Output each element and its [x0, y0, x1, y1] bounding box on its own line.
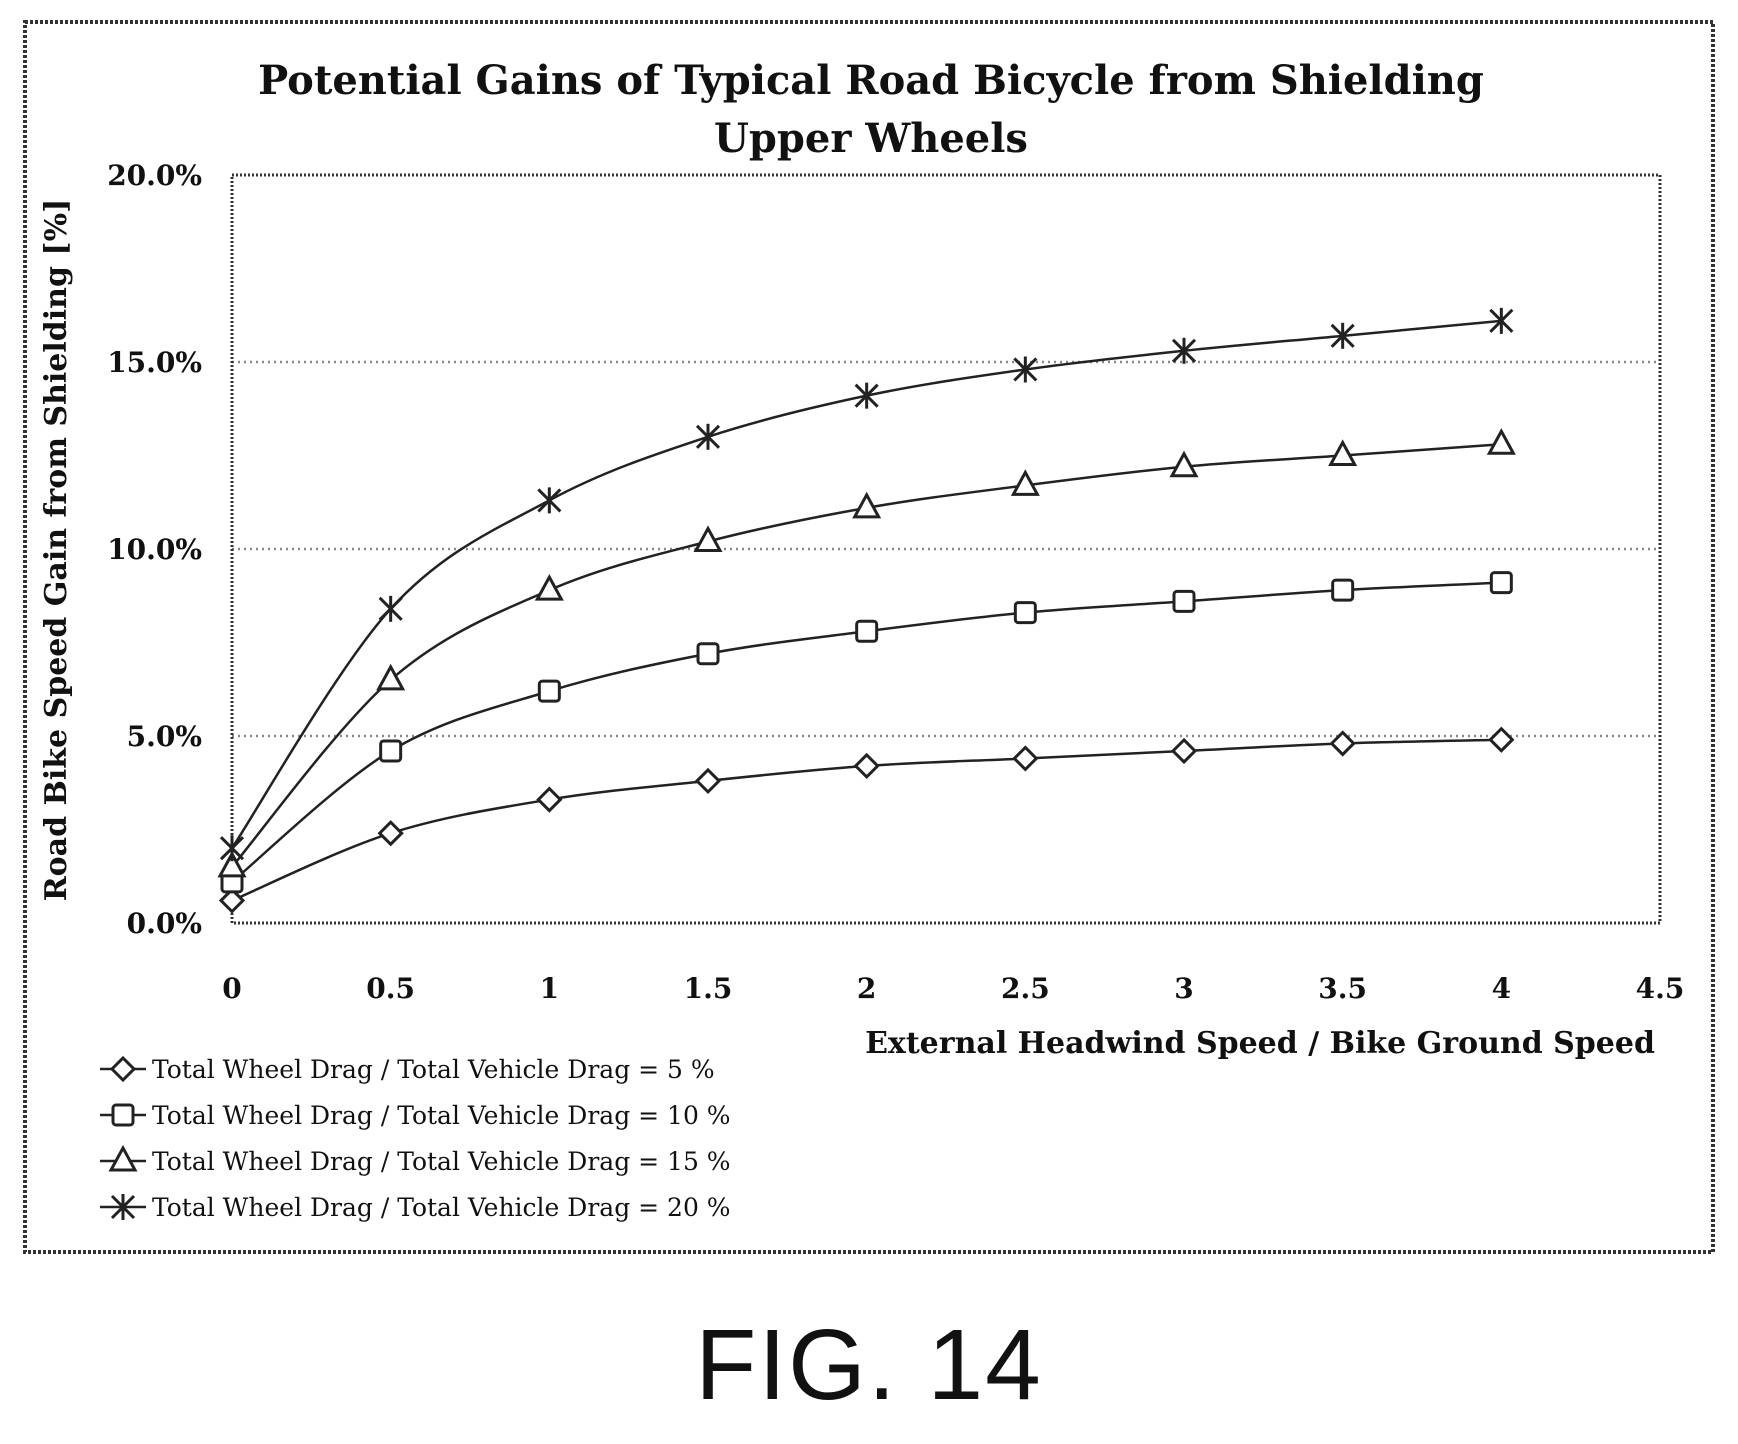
data-point	[1489, 571, 1513, 595]
data-series	[217, 307, 1516, 914]
y-axis-ticks: 0.0% 5.0% 10.0% 15.0% 20.0%	[107, 159, 202, 940]
data-point	[377, 820, 404, 847]
legend-item: Total Wheel Drag / Total Vehicle Drag = …	[100, 1055, 715, 1084]
data-point	[696, 642, 720, 666]
data-point	[536, 786, 563, 813]
legend-marker	[108, 1144, 138, 1172]
figure-caption: FIG. 14	[695, 1309, 1043, 1421]
data-point	[1486, 428, 1516, 455]
x-tick-label: 4	[1492, 972, 1511, 1005]
data-point	[1488, 726, 1515, 753]
data-point	[537, 679, 561, 703]
data-point	[1013, 601, 1037, 625]
series-line	[230, 319, 1502, 849]
x-tick-label: 4.5	[1636, 972, 1685, 1005]
data-point	[852, 491, 882, 519]
data-point	[1171, 337, 1197, 364]
series-x	[219, 307, 1514, 862]
x-tick-label: 1.5	[684, 972, 733, 1005]
x-axis-ticks: 0 0.5 1 1.5 2 2.5 3 3.5 4 4.5	[222, 972, 1684, 1005]
data-point	[379, 739, 403, 763]
y-tick-label: 0.0%	[127, 907, 202, 940]
chart-title-line-2: Upper Wheels	[714, 115, 1028, 162]
data-point	[1328, 439, 1358, 466]
data-point	[695, 423, 721, 450]
legend-marker	[110, 1194, 136, 1220]
data-point	[1170, 737, 1198, 765]
data-point	[1330, 322, 1355, 349]
x-tick-label: 3	[1174, 972, 1193, 1005]
data-point	[219, 835, 245, 862]
legend-label: Total Wheel Drag / Total Vehicle Drag = …	[152, 1101, 731, 1130]
legend-label: Total Wheel Drag / Total Vehicle Drag = …	[152, 1193, 731, 1222]
chart-title-line-1: Potential Gains of Typical Road Bicycle …	[258, 57, 1484, 104]
y-axis-label: Road Bike Speed Gain from Shielding [%]	[39, 199, 74, 902]
data-point	[376, 663, 406, 691]
series-square	[220, 571, 1513, 894]
series-line	[231, 443, 1502, 868]
x-tick-label: 1	[540, 972, 559, 1005]
legend-item: Total Wheel Drag / Total Vehicle Drag = …	[100, 1101, 731, 1130]
data-point	[1010, 469, 1040, 496]
data-point	[1169, 450, 1199, 478]
legend-label: Total Wheel Drag / Total Vehicle Drag = …	[152, 1147, 731, 1176]
data-point	[1012, 745, 1039, 772]
data-point	[218, 887, 246, 914]
data-point	[855, 619, 879, 643]
data-point	[1489, 307, 1514, 334]
y-tick-label: 15.0%	[107, 346, 202, 379]
x-tick-label: 3.5	[1318, 972, 1367, 1005]
legend-item: Total Wheel Drag / Total Vehicle Drag = …	[100, 1193, 731, 1222]
x-tick-label: 0.5	[366, 972, 415, 1005]
data-point	[853, 752, 880, 780]
data-point	[1172, 589, 1196, 613]
series-diamond	[218, 726, 1515, 914]
data-point	[217, 850, 247, 878]
data-point	[1331, 578, 1355, 602]
legend: Total Wheel Drag / Total Vehicle Drag = …	[100, 1055, 731, 1222]
legend-item: Total Wheel Drag / Total Vehicle Drag = …	[100, 1144, 731, 1176]
data-point	[693, 525, 723, 553]
data-point	[1013, 356, 1038, 383]
legend-marker	[109, 1055, 137, 1083]
y-tick-label: 20.0%	[107, 159, 202, 192]
x-tick-label: 2.5	[1001, 972, 1050, 1005]
data-point	[378, 595, 403, 622]
series-triangle	[217, 428, 1516, 878]
legend-label: Total Wheel Drag / Total Vehicle Drag = …	[152, 1055, 715, 1084]
data-point	[694, 767, 722, 795]
x-tick-label: 2	[857, 972, 876, 1005]
data-point	[534, 574, 564, 601]
y-tick-label: 5.0%	[127, 720, 202, 753]
data-point	[854, 382, 879, 409]
plot-area	[230, 173, 1662, 925]
data-point	[537, 487, 562, 514]
y-tick-label: 10.0%	[107, 533, 202, 566]
x-tick-label: 0	[222, 972, 241, 1005]
legend-marker	[111, 1103, 135, 1127]
data-point	[1329, 730, 1356, 757]
gridlines	[232, 360, 1660, 738]
x-axis-label: External Headwind Speed / Bike Ground Sp…	[865, 1026, 1655, 1061]
